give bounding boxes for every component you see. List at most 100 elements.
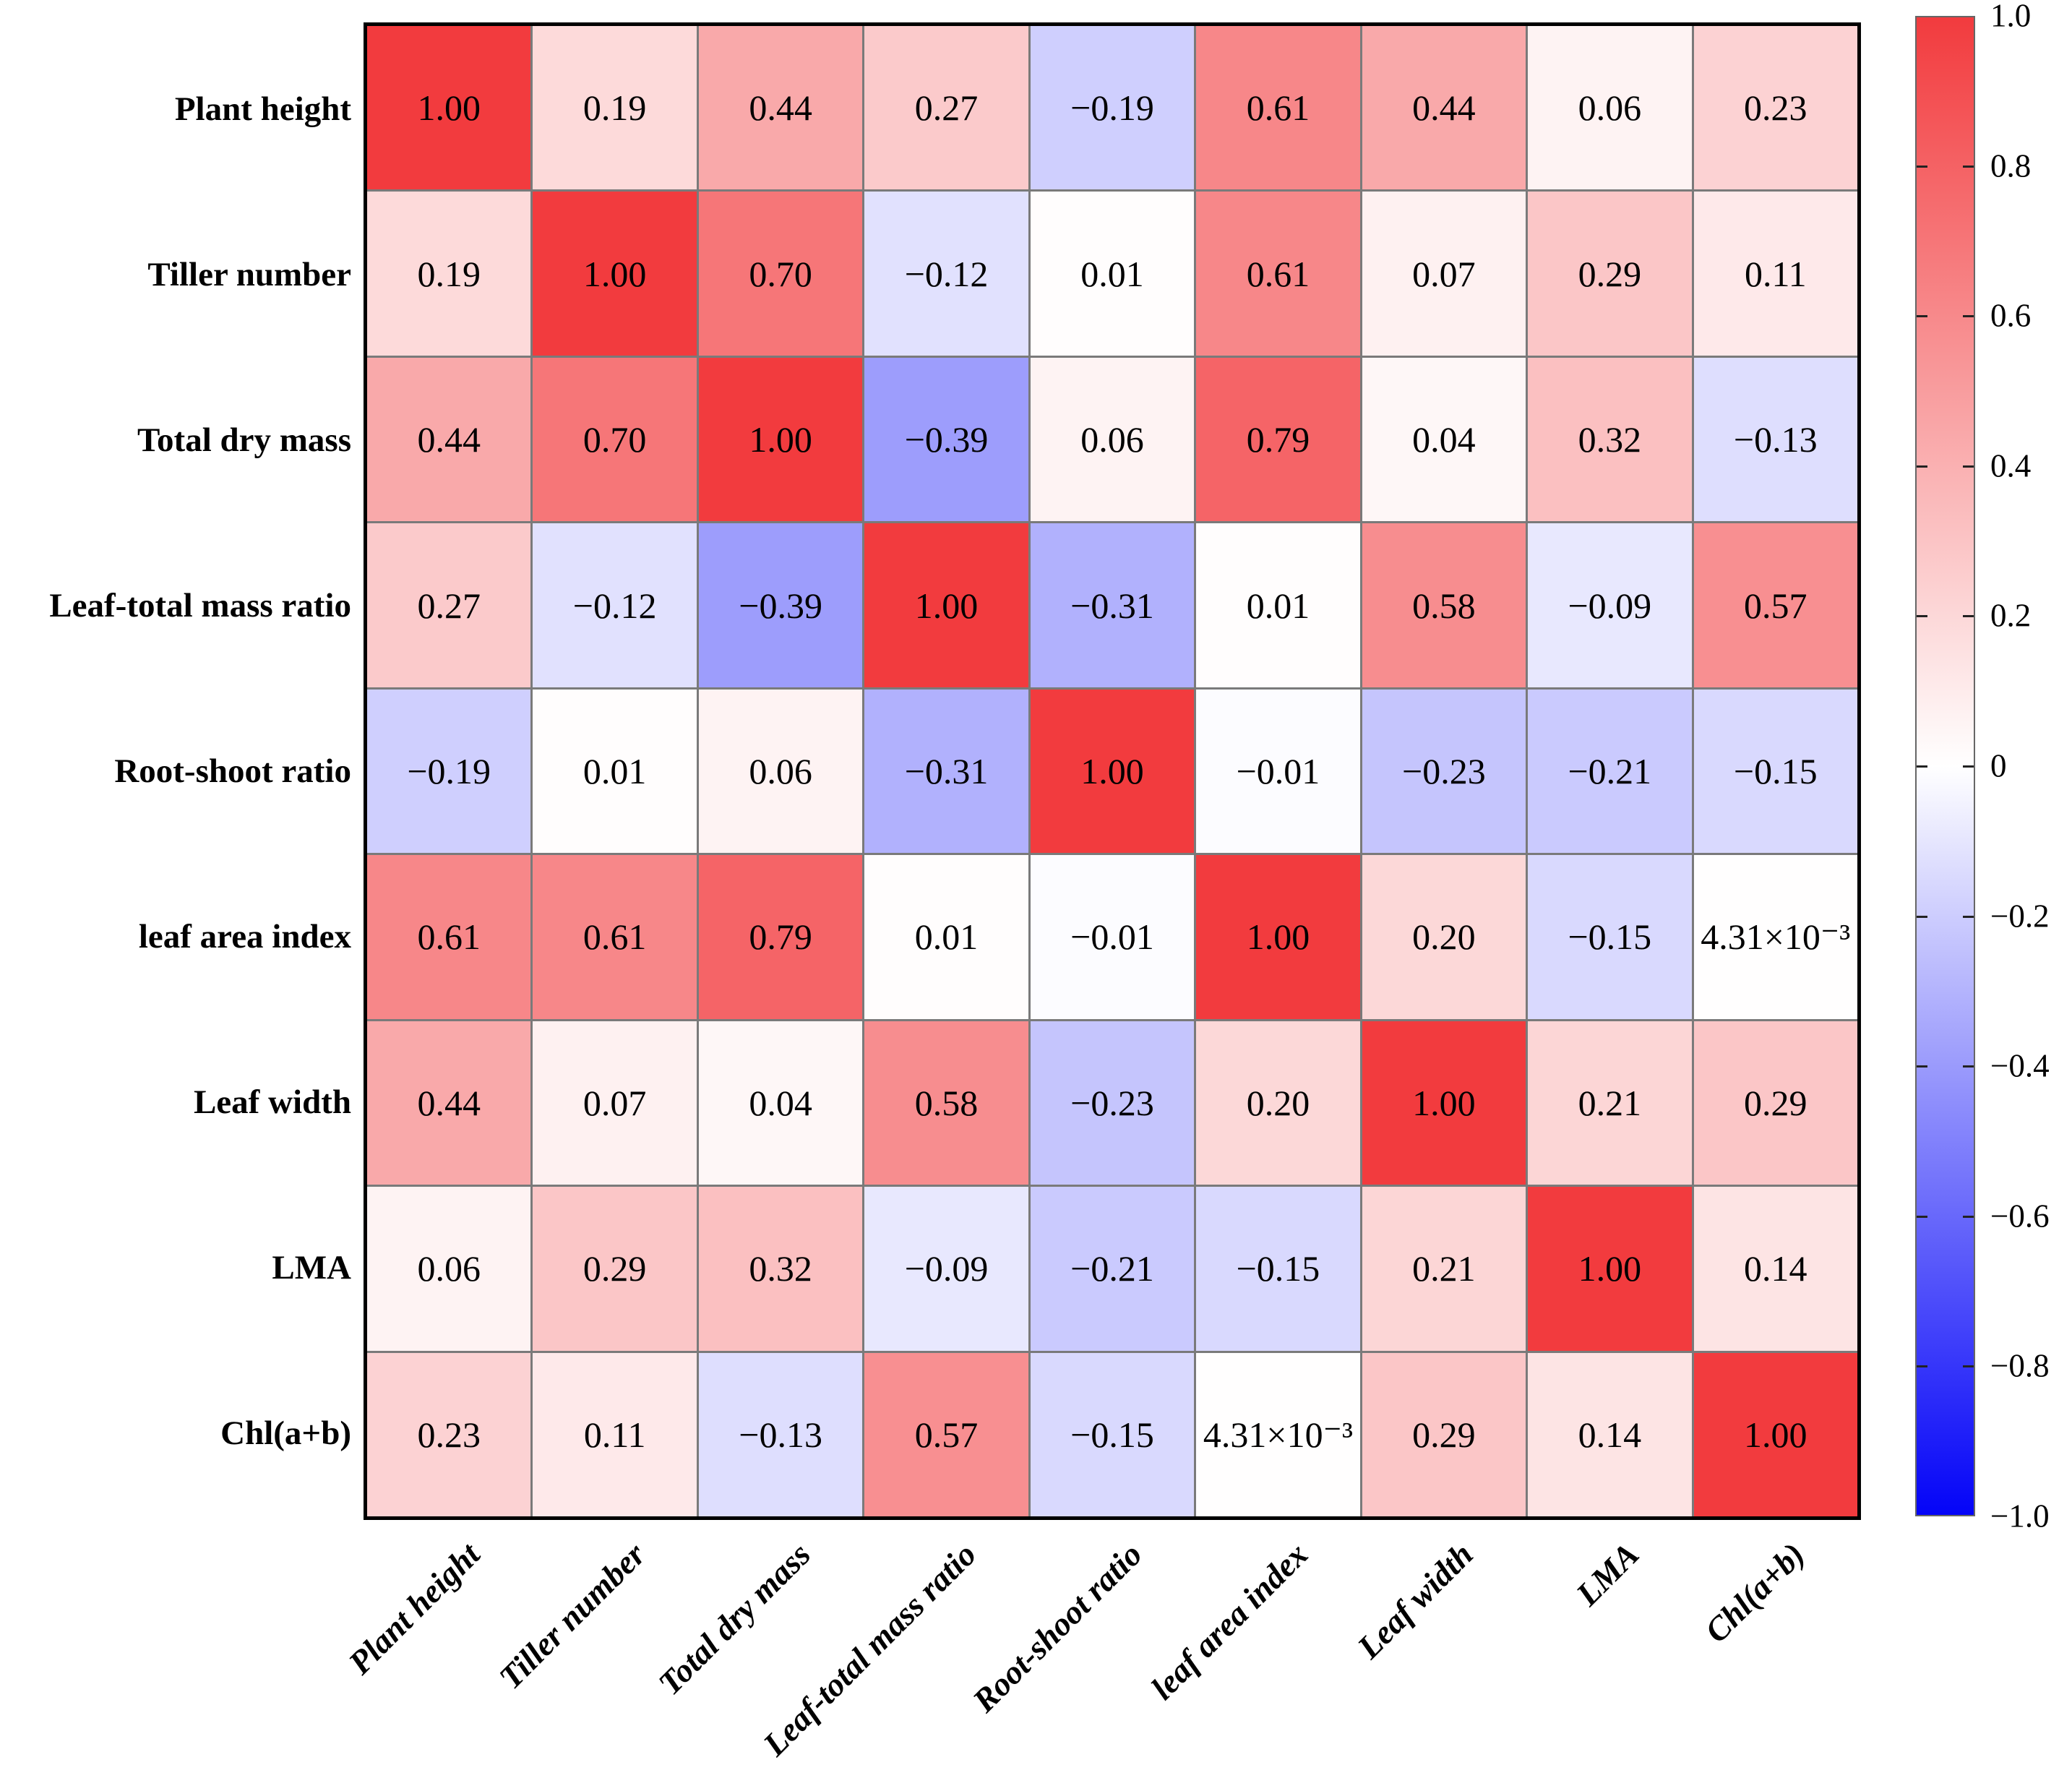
colorbar-tick-label: −0.6 (1990, 1198, 2050, 1234)
cell-value: 0.07 (583, 1082, 647, 1123)
heatmap-cell: 0.01 (864, 855, 1028, 1019)
heatmap-cell: −0.09 (864, 1187, 1028, 1351)
cell-value: 0.01 (1246, 585, 1310, 626)
cell-value: −0.09 (1568, 585, 1652, 626)
cell-value: 1.00 (1246, 916, 1310, 958)
cell-value: 0.44 (417, 1082, 481, 1123)
cell-value: 1.00 (1578, 1248, 1642, 1289)
cell-value: 0.29 (583, 1248, 647, 1289)
heatmap-cell: 0.14 (1693, 1187, 1857, 1351)
y-axis-label: Leaf width (193, 1083, 351, 1122)
cell-value: 4.31×10⁻³ (1203, 1414, 1353, 1455)
cell-value: 0.14 (1744, 1248, 1807, 1289)
heatmap-cell: −0.01 (1030, 855, 1195, 1019)
heatmap-cell: 0.06 (367, 1187, 531, 1351)
cell-value: −0.15 (1070, 1414, 1154, 1455)
heatmap-cell: 0.44 (698, 26, 863, 190)
heatmap-cell: 0.58 (864, 1021, 1028, 1185)
cell-value: 1.00 (914, 585, 979, 626)
heatmap-cell: −0.13 (1693, 357, 1857, 522)
cell-value: −0.15 (1733, 750, 1818, 791)
colorbar-tick (1963, 165, 1974, 168)
cell-value: 0.70 (583, 419, 647, 460)
heatmap-cell: 1.00 (698, 357, 863, 522)
colorbar-tick-label: −1.0 (1990, 1498, 2050, 1534)
cell-value: 0.32 (1578, 419, 1642, 460)
cell-value: −0.23 (1070, 1082, 1154, 1123)
cell-value: 0.20 (1246, 1082, 1310, 1123)
heatmap-cell: −0.12 (533, 523, 697, 687)
cell-value: −0.21 (1070, 1248, 1154, 1289)
colorbar-tick (1917, 1365, 1927, 1368)
heatmap-cell: −0.12 (864, 192, 1028, 356)
heatmap-cell: 0.79 (1196, 357, 1360, 522)
heatmap-cell: 0.07 (533, 1021, 697, 1185)
y-axis-label: Chl(a+b) (220, 1414, 351, 1453)
heatmap-cell: 0.57 (864, 1352, 1028, 1516)
heatmap-cell: −0.39 (864, 357, 1028, 522)
heatmap-cell: −0.31 (864, 689, 1028, 854)
heatmap-cell: 0.01 (1196, 523, 1360, 687)
heatmap-cell: 0.29 (533, 1187, 697, 1351)
cell-value: −0.39 (739, 585, 822, 626)
colorbar-tick (1917, 765, 1927, 768)
heatmap-cell: 0.61 (1196, 192, 1360, 356)
cell-value: 0.57 (914, 1414, 979, 1455)
heatmap-cell: 0.14 (1528, 1352, 1692, 1516)
x-axis-label: Chl(a+b) (1697, 1535, 1812, 1650)
heatmap-cell: −0.15 (1196, 1187, 1360, 1351)
cell-value: −0.13 (739, 1414, 822, 1455)
colorbar-tick (1963, 1215, 1974, 1218)
heatmap-cell: 0.06 (1528, 26, 1692, 190)
cell-value: 1.00 (1080, 750, 1144, 791)
colorbar-tick (1917, 615, 1927, 618)
heatmap-cell: −0.15 (1693, 689, 1857, 854)
heatmap-cell: 0.04 (698, 1021, 863, 1185)
cell-value: 0.06 (749, 750, 812, 791)
cell-value: 0.79 (749, 916, 812, 958)
colorbar-tick-label: 0.8 (1990, 147, 2032, 184)
cell-value: 0.21 (1578, 1082, 1642, 1123)
colorbar-tick (1917, 1215, 1927, 1218)
heatmap-cell: 1.00 (533, 192, 697, 356)
cell-value: 1.00 (417, 87, 481, 129)
colorbar-tick (1963, 1065, 1974, 1068)
heatmap-cell: 0.19 (533, 26, 697, 190)
cell-value: 0.44 (417, 419, 481, 460)
heatmap-cell: 0.29 (1693, 1021, 1857, 1185)
heatmap-cell: 0.32 (698, 1187, 863, 1351)
cell-value: 0.44 (1412, 87, 1476, 129)
heatmap-cell: −0.15 (1528, 855, 1692, 1019)
cell-value: 1.00 (1744, 1414, 1807, 1455)
heatmap-cell: 0.06 (1030, 357, 1195, 522)
cell-value: −0.31 (1070, 585, 1154, 626)
y-axis-label: leaf area index (138, 918, 351, 956)
colorbar-tick (1917, 165, 1927, 168)
heatmap-cell: −0.21 (1528, 689, 1692, 854)
colorbar-tick-label: 0.6 (1990, 297, 2032, 334)
cell-value: 0.23 (417, 1414, 481, 1455)
heatmap-cell: −0.13 (698, 1352, 863, 1516)
colorbar-tick-label: −0.8 (1990, 1347, 2050, 1384)
cell-value: −0.13 (1733, 419, 1818, 460)
cell-value: 0.07 (1412, 253, 1476, 294)
heatmap-cell: −0.23 (1362, 689, 1526, 854)
heatmap-cell: 0.61 (1196, 26, 1360, 190)
heatmap-cell: 0.29 (1362, 1352, 1526, 1516)
heatmap-cell: 0.27 (367, 523, 531, 687)
cell-value: −0.01 (1236, 750, 1320, 791)
cell-value: −0.01 (1070, 916, 1154, 958)
cell-value: 0.11 (1744, 253, 1807, 294)
cell-value: −0.15 (1568, 916, 1652, 958)
cell-value: −0.15 (1236, 1248, 1320, 1289)
cell-value: −0.19 (1070, 87, 1154, 129)
cell-value: 0.29 (1412, 1414, 1476, 1455)
heatmap-cell: 0.20 (1362, 855, 1526, 1019)
heatmap-cell: 0.11 (533, 1352, 697, 1516)
colorbar-tick-label: 0.4 (1990, 447, 2032, 484)
cell-value: 0.23 (1744, 87, 1807, 129)
heatmap-cell: 0.19 (367, 192, 531, 356)
x-axis-label: LMA (1568, 1535, 1646, 1613)
heatmap-cell: 0.27 (864, 26, 1028, 190)
